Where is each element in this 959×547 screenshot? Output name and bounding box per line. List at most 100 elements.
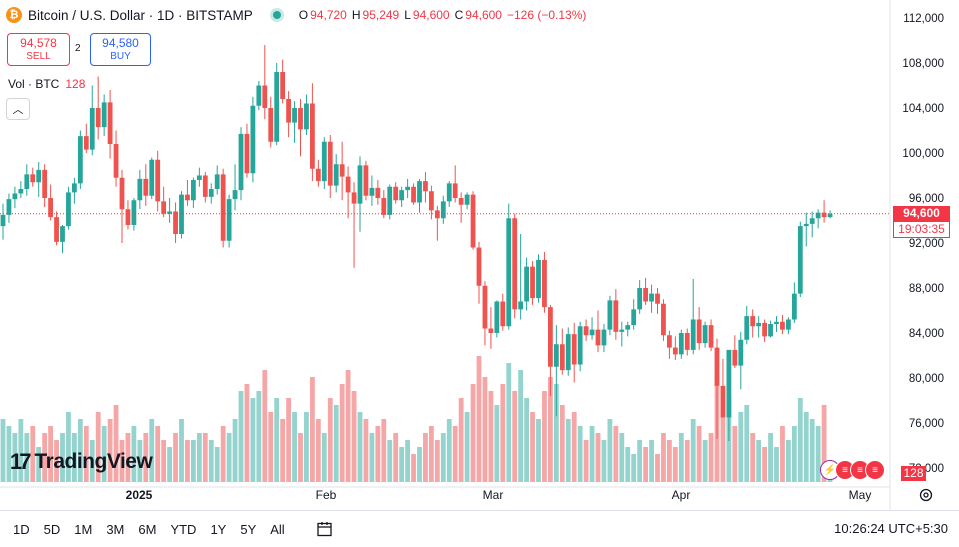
range-1y-button[interactable]: 1Y <box>210 521 227 537</box>
settings-icon[interactable] <box>918 487 934 503</box>
range-6m-button[interactable]: 6M <box>138 521 157 537</box>
range-1d-button[interactable]: 1D <box>13 521 30 537</box>
collapse-legend-button[interactable]: ︿ <box>6 98 30 120</box>
volume-bar <box>280 419 286 482</box>
high-value: 95,249 <box>362 8 400 22</box>
candle-body <box>202 175 208 197</box>
candle-body <box>791 293 797 320</box>
candle-body <box>494 301 500 333</box>
volume-bar <box>202 433 208 482</box>
candle-body <box>577 326 583 365</box>
candle-body <box>292 108 297 123</box>
volume-bars <box>0 356 833 482</box>
candle-body <box>714 347 720 386</box>
range-3m-button[interactable]: 3M <box>106 521 125 537</box>
candle-body <box>310 103 315 169</box>
range-5y-button[interactable]: 5Y <box>240 521 257 537</box>
time-axis[interactable]: 2025 Feb Mar Apr May <box>126 488 872 502</box>
candle-body <box>512 218 518 310</box>
price-tick-label: 100,000 <box>902 148 944 160</box>
candle-body <box>464 194 470 205</box>
calendar-icon[interactable] <box>316 520 334 538</box>
candle-body <box>387 186 393 215</box>
candle-body <box>60 226 65 242</box>
volume-bar <box>36 447 42 482</box>
tradingview-logo[interactable]: 17 TradingView <box>10 449 153 475</box>
volume-bar <box>83 426 89 482</box>
price-chart[interactable]: 112,000 108,000 104,000 100,000 96,000 92,000… <box>0 0 959 510</box>
symbol-title[interactable]: Bitcoin / U.S. Dollar · 1D · BITSTAMP <box>28 7 253 23</box>
volume-bar <box>196 433 202 482</box>
volume-bar <box>774 447 779 482</box>
volume-bar <box>262 370 268 482</box>
candle-body <box>304 103 309 130</box>
candle-body <box>48 198 53 218</box>
volume-bar <box>548 377 553 482</box>
candle-body <box>42 169 48 198</box>
close-label: C <box>454 8 464 22</box>
event-icons[interactable]: ⚡ ≡ ≡ ≡ <box>820 460 885 480</box>
price-tick-label: 88,000 <box>909 283 944 295</box>
volume-bar <box>185 440 190 482</box>
candle-body <box>226 199 232 241</box>
volume-bar <box>494 405 500 482</box>
candle-body <box>732 349 738 366</box>
candle-body <box>77 136 83 184</box>
market-status-icon[interactable] <box>272 11 281 19</box>
volume-bar <box>720 391 726 482</box>
candle-body <box>803 223 809 227</box>
volume-legend[interactable]: Vol · BTC 128 <box>8 77 85 91</box>
candle-body <box>440 201 446 219</box>
volume-bar <box>30 426 36 482</box>
candle-body <box>244 133 250 174</box>
volume-bar <box>542 391 547 482</box>
candle-body <box>738 339 744 366</box>
candle-body <box>327 141 333 186</box>
volume-bar <box>762 447 767 482</box>
candle-body <box>179 194 184 234</box>
volume-bar <box>125 433 131 482</box>
volume-bar <box>417 447 422 482</box>
us-flag-icon[interactable]: ≡ <box>865 460 885 480</box>
range-ytd-button[interactable]: YTD <box>170 521 197 537</box>
candle-body <box>280 72 286 99</box>
candle-body <box>298 108 303 130</box>
candle-body <box>381 198 387 215</box>
sell-button[interactable]: 94,578 SELL <box>7 33 70 66</box>
candle-body <box>488 328 494 333</box>
volume-bar <box>298 433 303 482</box>
volume-bar <box>143 433 149 482</box>
candle-body <box>196 175 202 180</box>
clock[interactable]: 10:26:24 UTC+5:30 <box>834 521 948 536</box>
range-all-button[interactable]: All <box>270 521 285 537</box>
candle-body <box>125 209 131 225</box>
candle-body <box>702 325 708 344</box>
buy-button[interactable]: 94,580 BUY <box>90 33 151 66</box>
candle-body <box>780 321 785 330</box>
candle-body <box>167 211 172 214</box>
candle-body <box>333 164 339 186</box>
range-5d-button[interactable]: 5D <box>43 521 61 537</box>
volume-bar <box>60 433 65 482</box>
volume-bar <box>518 370 524 482</box>
candle-body <box>482 285 488 329</box>
volume-bar <box>405 440 410 482</box>
candle-body <box>256 85 262 106</box>
candles <box>0 45 833 441</box>
candle-body <box>143 178 149 196</box>
range-1m-button[interactable]: 1M <box>74 521 93 537</box>
volume-bar <box>6 426 12 482</box>
candle-body <box>571 334 577 365</box>
volume-bar <box>268 412 274 482</box>
candle-body <box>637 288 643 310</box>
candle-body <box>339 164 345 177</box>
candle-body <box>708 325 714 348</box>
price-tick-label: 84,000 <box>909 328 944 340</box>
candle-body <box>613 300 619 332</box>
volume-bar <box>226 433 232 482</box>
candle-body <box>655 293 660 304</box>
volume-bar <box>167 447 172 482</box>
volume-bar <box>357 412 363 482</box>
candle-body <box>119 177 125 210</box>
price-axis[interactable]: 112,000 108,000 104,000 100,000 96,000 92,000… <box>902 13 944 475</box>
